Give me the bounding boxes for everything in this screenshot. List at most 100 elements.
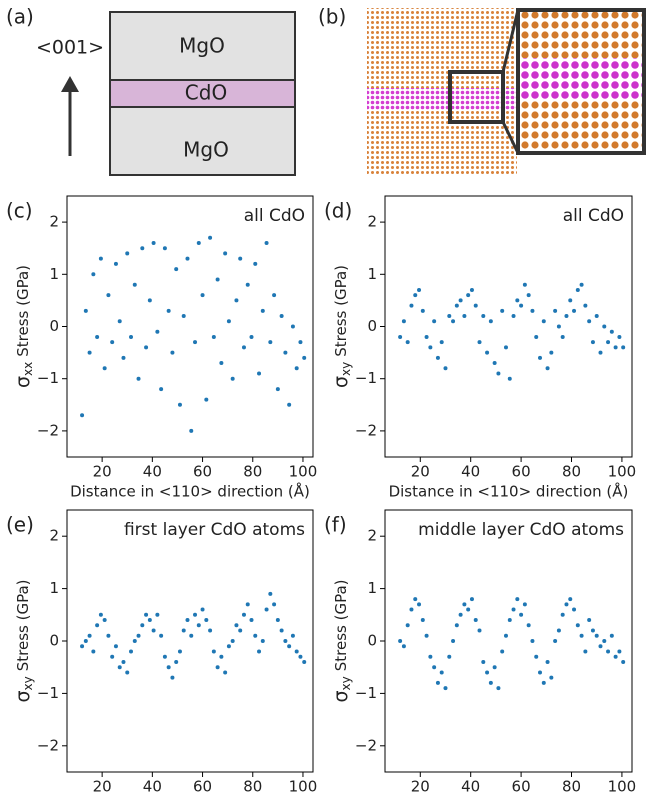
point bbox=[185, 256, 190, 261]
y-label-symbol: σ bbox=[330, 690, 352, 702]
point bbox=[613, 345, 618, 350]
point bbox=[568, 298, 573, 303]
point bbox=[264, 607, 269, 612]
point bbox=[298, 654, 303, 659]
point bbox=[189, 633, 194, 638]
point bbox=[405, 340, 410, 345]
point bbox=[174, 267, 179, 272]
point bbox=[106, 633, 111, 638]
point bbox=[219, 361, 224, 366]
point bbox=[245, 282, 250, 287]
point bbox=[196, 623, 201, 628]
panel-label: (a) bbox=[6, 5, 34, 29]
point bbox=[132, 282, 137, 287]
y-tick-label: 0 bbox=[49, 632, 59, 650]
y-tick-label: 1 bbox=[49, 579, 59, 597]
x-tick-label: 40 bbox=[143, 463, 162, 481]
point bbox=[200, 293, 205, 298]
point bbox=[204, 618, 209, 623]
point bbox=[151, 628, 156, 633]
point bbox=[409, 303, 414, 308]
point bbox=[226, 644, 231, 649]
y-axis-label: σxy Stress (GPa) bbox=[12, 579, 35, 702]
point bbox=[98, 612, 103, 617]
y-tick-label: 1 bbox=[367, 579, 377, 597]
point bbox=[294, 649, 299, 654]
point bbox=[413, 597, 418, 602]
point bbox=[613, 654, 618, 659]
point bbox=[230, 376, 235, 381]
point bbox=[503, 345, 508, 350]
point bbox=[443, 686, 448, 691]
y-label-text: Stress (GPa) bbox=[14, 579, 32, 671]
point bbox=[177, 402, 182, 407]
x-tick-label: 100 bbox=[608, 463, 637, 481]
point bbox=[553, 308, 558, 313]
point bbox=[432, 319, 437, 324]
y-label-subscript: xy bbox=[339, 362, 353, 376]
point bbox=[473, 618, 478, 623]
point bbox=[522, 282, 527, 287]
point bbox=[466, 607, 471, 612]
zoom-line bbox=[501, 121, 520, 154]
point bbox=[302, 355, 307, 360]
point bbox=[125, 670, 130, 675]
plot-frame bbox=[66, 195, 314, 458]
point bbox=[95, 334, 100, 339]
point bbox=[155, 329, 160, 334]
point bbox=[193, 612, 198, 617]
point bbox=[174, 659, 179, 664]
point bbox=[279, 314, 284, 319]
point bbox=[503, 633, 508, 638]
point bbox=[189, 428, 194, 433]
point bbox=[462, 314, 467, 319]
point bbox=[564, 314, 569, 319]
point bbox=[125, 251, 130, 256]
point bbox=[193, 340, 198, 345]
y-tick-label: −2 bbox=[37, 736, 59, 754]
point bbox=[621, 345, 626, 350]
point bbox=[485, 350, 490, 355]
point bbox=[95, 623, 100, 628]
point bbox=[511, 607, 516, 612]
point bbox=[451, 319, 456, 324]
x-tick-label: 20 bbox=[93, 463, 112, 481]
point bbox=[147, 298, 152, 303]
point bbox=[469, 597, 474, 602]
x-tick-label: 60 bbox=[512, 463, 531, 481]
point bbox=[575, 623, 580, 628]
point bbox=[260, 308, 265, 313]
point bbox=[500, 308, 505, 313]
point bbox=[83, 308, 88, 313]
point bbox=[140, 246, 145, 251]
x-tick-label: 80 bbox=[562, 463, 581, 481]
point bbox=[609, 633, 614, 638]
y-tick-label: −2 bbox=[355, 736, 377, 754]
point bbox=[129, 334, 134, 339]
point bbox=[159, 633, 164, 638]
point bbox=[87, 350, 92, 355]
point bbox=[159, 387, 164, 392]
point bbox=[226, 319, 231, 324]
point bbox=[283, 639, 288, 643]
point bbox=[606, 340, 611, 345]
point bbox=[454, 623, 459, 628]
point bbox=[579, 282, 584, 287]
point bbox=[110, 654, 115, 659]
point bbox=[496, 371, 501, 376]
point bbox=[432, 665, 437, 670]
y-tick-label: −1 bbox=[37, 684, 59, 702]
point bbox=[181, 314, 186, 319]
point bbox=[417, 287, 422, 292]
annotation: all CdO bbox=[244, 206, 305, 226]
point bbox=[541, 319, 546, 324]
point bbox=[253, 261, 258, 266]
y-tick-label: −1 bbox=[355, 369, 377, 387]
point bbox=[91, 649, 96, 654]
layer-label: MgO bbox=[179, 34, 225, 58]
point bbox=[238, 256, 243, 261]
point bbox=[485, 670, 490, 675]
x-tick-label: 80 bbox=[243, 463, 262, 481]
point bbox=[290, 324, 295, 329]
